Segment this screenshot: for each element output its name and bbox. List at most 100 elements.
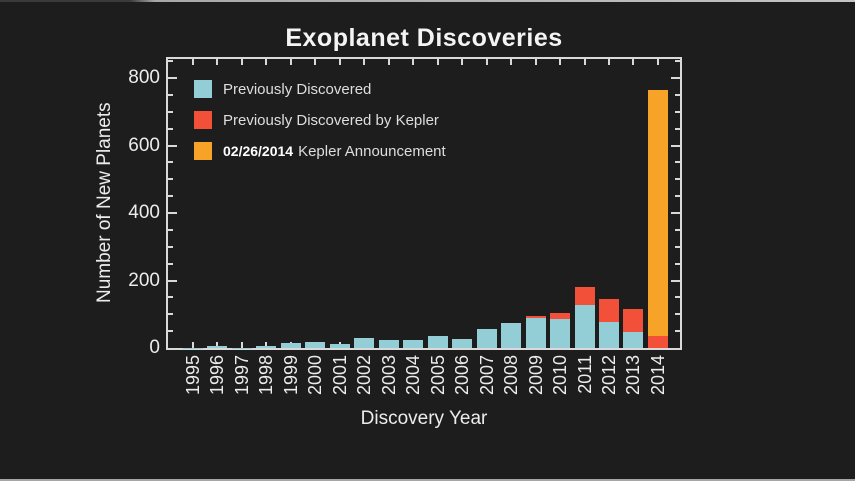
axis-tick (675, 262, 680, 265)
bar-1999-previously-discovered (280, 342, 301, 348)
axis-tick (240, 342, 243, 348)
axis-tick (168, 60, 173, 63)
x-tick-label-2002: 2002 (354, 355, 375, 396)
bar-2008-previously-discovered (501, 323, 522, 348)
axis-tick (510, 59, 513, 65)
bar-2000-previously-discovered (305, 341, 326, 348)
bar-2011-previously-discovered-by-kepler (574, 287, 595, 306)
axis-tick (675, 93, 680, 96)
axis-tick (675, 161, 680, 164)
x-tick-label-container: 2011 (574, 355, 595, 415)
x-tick-label-2014: 2014 (647, 355, 668, 396)
video-frame-artifact-top (0, 0, 855, 2)
axis-tick (671, 144, 680, 147)
x-tick-label-2008: 2008 (501, 355, 522, 396)
x-tick-label-container: 2005 (428, 355, 448, 415)
bar-2004-previously-discovered (403, 339, 424, 348)
legend-swatch-previously-discovered-by-kepler (194, 111, 212, 129)
axis-tick (168, 127, 173, 130)
axis-tick (675, 296, 680, 299)
axis-tick (559, 59, 562, 65)
axis-tick (265, 59, 268, 65)
axis-tick (168, 161, 173, 164)
x-tick-label-container: 2003 (378, 355, 399, 415)
x-tick-label-1998: 1998 (256, 355, 277, 396)
axis-tick (675, 330, 680, 333)
legend-label: Kepler Announcement (298, 142, 446, 160)
axis-tick (168, 77, 177, 79)
x-tick-label-container: 2009 (525, 355, 546, 415)
x-tick-label-2011: 2011 (574, 355, 595, 394)
y-tick-label-400: 400 (128, 202, 160, 223)
y-tick-label-800: 800 (128, 67, 160, 88)
axis-tick (534, 59, 537, 65)
legend-item-previously-discovered: Previously Discovered (194, 80, 446, 98)
axis-tick (314, 59, 317, 65)
bar-2006-previously-discovered (452, 338, 473, 348)
y-tick-label-200: 200 (128, 269, 160, 291)
x-tick-label-container: 2013 (623, 355, 644, 415)
x-tick-label-1995: 1995 (183, 355, 203, 396)
x-tick-label-container: 1997 (231, 355, 252, 415)
axis-tick (168, 93, 173, 96)
plot-area (166, 57, 682, 350)
x-tick-label-2012: 2012 (598, 355, 619, 396)
axis-tick (387, 59, 390, 65)
axis-tick (461, 59, 464, 65)
x-tick-label-2006: 2006 (452, 355, 473, 396)
axis-tick (338, 59, 341, 65)
bar-2014-previously-discovered-by-kepler (647, 336, 668, 348)
axis-tick (675, 245, 680, 248)
x-tick-label-2001: 2001 (329, 355, 350, 396)
bar-2009-previously-discovered (525, 317, 546, 348)
axis-tick (675, 60, 680, 63)
x-tick-label-container: 1996 (207, 355, 227, 415)
x-tick-label-2000: 2000 (305, 355, 326, 396)
bar-2012-previously-discovered-by-kepler (598, 299, 619, 323)
legend-label: Previously Discovered by Kepler (223, 111, 439, 129)
axis-tick (412, 59, 415, 65)
axis-tick (240, 59, 243, 65)
axis-tick (168, 195, 173, 198)
bar-2014-kepler-announcement (647, 89, 668, 337)
x-tick-label-container: 2006 (452, 355, 473, 415)
axis-tick (485, 59, 488, 65)
x-tick-label-container: 2007 (477, 355, 497, 415)
x-tick-label-container: 2002 (354, 355, 375, 415)
axis-tick (632, 59, 635, 65)
x-tick-label-container: 2008 (501, 355, 522, 415)
axis-tick (671, 279, 680, 282)
bar-2013-previously-discovered (623, 332, 644, 348)
bar-1996-previously-discovered (207, 345, 228, 348)
x-tick-label-container: 1999 (281, 355, 301, 415)
axis-tick (671, 77, 680, 79)
bar-2005-previously-discovered (427, 335, 448, 348)
x-tick-label-2013: 2013 (623, 355, 644, 396)
x-tick-label-2004: 2004 (403, 355, 424, 396)
axis-tick (216, 59, 219, 65)
axis-tick (607, 59, 610, 65)
axis-tick (265, 342, 268, 348)
bars-layer (168, 59, 680, 348)
x-tick-label-container: 2012 (598, 355, 619, 415)
video-frame-artifact-bottom (0, 479, 855, 481)
y-tick-label-600: 600 (128, 134, 160, 156)
axis-tick (168, 110, 173, 113)
axis-tick (168, 262, 173, 265)
axis-tick (363, 59, 366, 65)
bar-2007-previously-discovered (476, 329, 497, 348)
x-axis-label: Discovery Year (360, 408, 488, 429)
x-tick-label-container: 2000 (305, 355, 326, 415)
bar-2012-previously-discovered (598, 322, 619, 348)
axis-tick (168, 313, 173, 316)
axis-tick (168, 228, 173, 231)
x-tick-label-2009: 2009 (525, 355, 546, 396)
axis-tick (168, 212, 177, 214)
x-tick-label-1997: 1997 (231, 355, 252, 396)
axis-tick (168, 245, 173, 248)
bar-2009-previously-discovered-by-kepler (525, 315, 546, 318)
axis-tick (675, 195, 680, 198)
axis-tick (675, 313, 680, 316)
x-tick-label-container: 2014 (647, 355, 668, 415)
x-tick-label-2003: 2003 (378, 355, 399, 396)
